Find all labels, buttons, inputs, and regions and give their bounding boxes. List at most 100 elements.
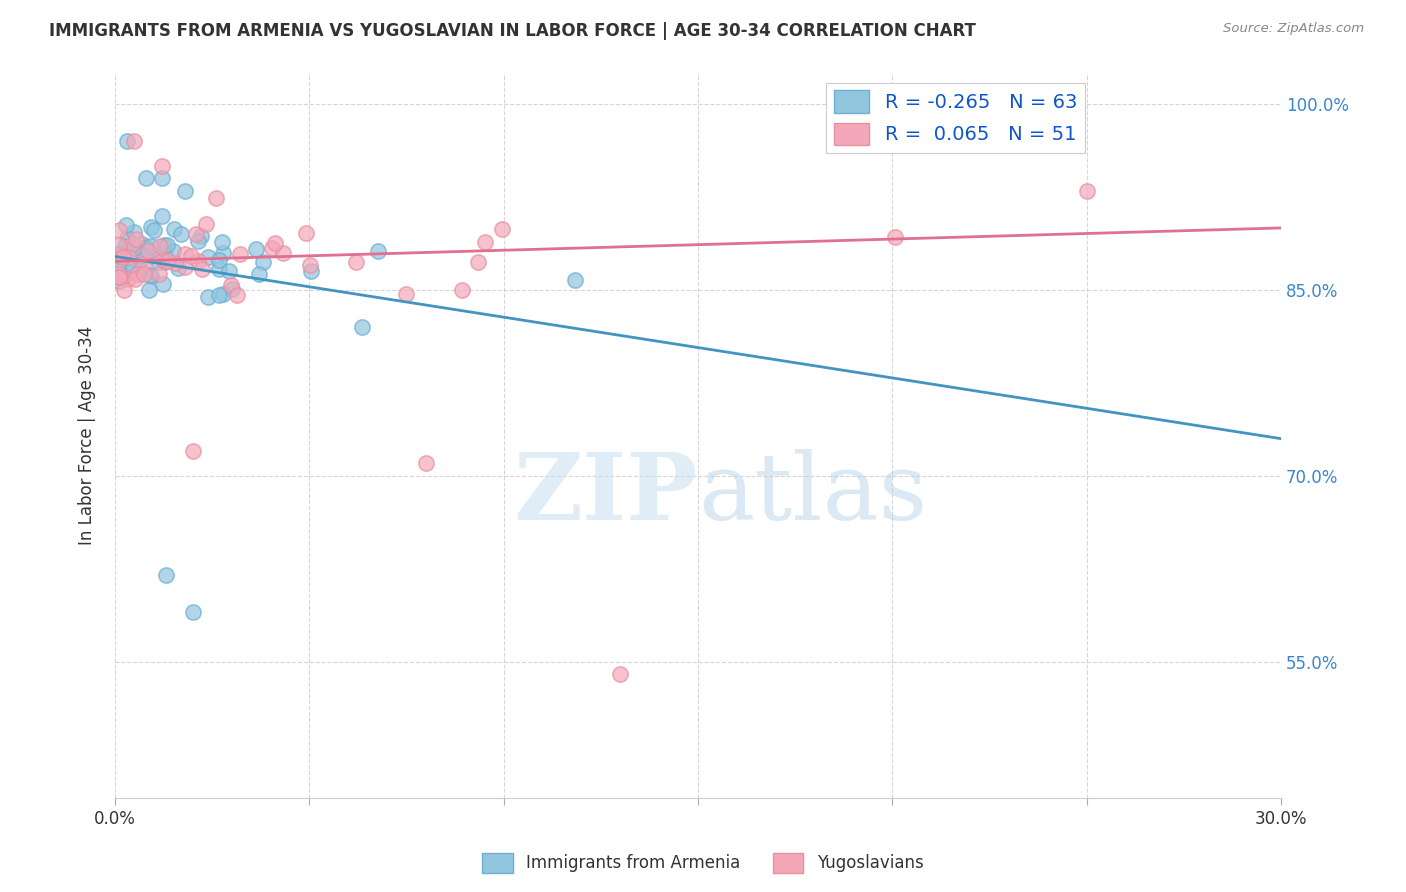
Point — [467, 255, 489, 269]
Text: Source: ZipAtlas.com: Source: ZipAtlas.com — [1223, 22, 1364, 36]
Point — [115, 218, 138, 232]
Point — [138, 283, 160, 297]
Point — [152, 277, 174, 291]
Legend: R = -0.265   N = 63, R =  0.065   N = 51: R = -0.265 N = 63, R = 0.065 N = 51 — [827, 83, 1084, 153]
Point — [121, 260, 143, 275]
Point — [136, 244, 159, 258]
Point — [262, 241, 284, 255]
Point — [125, 267, 148, 281]
Point — [190, 228, 212, 243]
Point — [194, 217, 217, 231]
Point — [163, 222, 186, 236]
Point — [299, 258, 322, 272]
Point — [112, 268, 135, 283]
Point — [167, 260, 190, 275]
Point — [118, 250, 141, 264]
Point — [170, 227, 193, 241]
Point — [451, 283, 474, 297]
Point — [208, 287, 231, 301]
Text: IMMIGRANTS FROM ARMENIA VS YUGOSLAVIAN IN LABOR FORCE | AGE 30-34 CORRELATION CH: IMMIGRANTS FROM ARMENIA VS YUGOSLAVIAN I… — [49, 22, 976, 40]
Point — [207, 252, 229, 267]
Point — [148, 255, 170, 269]
Point — [173, 247, 195, 261]
Point — [129, 263, 152, 277]
Point — [112, 283, 135, 297]
Point — [395, 287, 418, 301]
Point — [208, 262, 231, 277]
Point — [122, 241, 145, 255]
Point — [219, 278, 242, 293]
Point — [139, 268, 162, 283]
Point — [564, 273, 586, 287]
Point — [157, 254, 180, 268]
Point — [491, 222, 513, 236]
Point — [212, 246, 235, 260]
Legend: Immigrants from Armenia, Yugoslavians: Immigrants from Armenia, Yugoslavians — [475, 847, 931, 880]
Point — [218, 264, 240, 278]
Point — [149, 239, 172, 253]
Point — [247, 267, 270, 281]
Point — [197, 250, 219, 264]
Point — [367, 244, 389, 258]
Point — [211, 235, 233, 250]
Point — [122, 225, 145, 239]
Point — [134, 247, 156, 261]
Point — [131, 251, 153, 265]
Point — [139, 239, 162, 253]
Point — [142, 223, 165, 237]
Point — [299, 264, 322, 278]
Point — [184, 227, 207, 242]
Point — [108, 247, 131, 261]
Point — [609, 667, 631, 681]
Point — [174, 184, 197, 198]
Point — [1076, 184, 1098, 198]
Point — [108, 269, 131, 284]
Point — [121, 237, 143, 252]
Point — [141, 219, 163, 234]
Point — [181, 444, 204, 458]
Point — [212, 286, 235, 301]
Point — [226, 288, 249, 302]
Point — [150, 209, 173, 223]
Point — [271, 246, 294, 260]
Point — [344, 255, 367, 269]
Point — [415, 457, 437, 471]
Point — [245, 242, 267, 256]
Point — [108, 253, 131, 268]
Point — [114, 239, 136, 253]
Point — [153, 248, 176, 262]
Point — [117, 266, 139, 280]
Point — [108, 268, 131, 282]
Point — [135, 171, 157, 186]
Point — [148, 268, 170, 282]
Point — [108, 270, 131, 285]
Point — [294, 226, 316, 240]
Point — [153, 238, 176, 252]
Point — [125, 232, 148, 246]
Point — [124, 272, 146, 286]
Point — [180, 249, 202, 263]
Text: ZIP: ZIP — [513, 449, 697, 539]
Point — [127, 267, 149, 281]
Point — [108, 274, 131, 288]
Point — [131, 237, 153, 252]
Point — [474, 235, 496, 249]
Point — [205, 191, 228, 205]
Point — [181, 605, 204, 619]
Point — [155, 568, 177, 582]
Point — [108, 257, 131, 271]
Point — [156, 237, 179, 252]
Point — [134, 247, 156, 261]
Point — [187, 253, 209, 268]
Y-axis label: In Labor Force | Age 30-34: In Labor Force | Age 30-34 — [79, 326, 96, 545]
Text: atlas: atlas — [697, 449, 927, 539]
Point — [132, 257, 155, 271]
Point — [174, 260, 197, 275]
Point — [187, 234, 209, 248]
Point — [150, 171, 173, 186]
Point — [139, 269, 162, 284]
Point — [155, 254, 177, 268]
Point — [221, 282, 243, 296]
Point — [150, 159, 173, 173]
Point — [108, 246, 131, 260]
